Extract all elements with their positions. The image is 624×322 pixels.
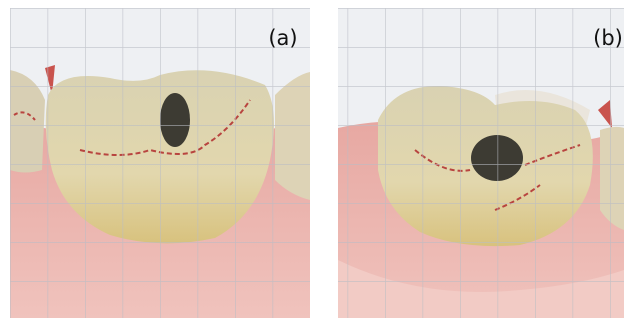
panel-b xyxy=(338,8,624,318)
panel-label: (a) xyxy=(268,26,297,50)
panel-label: (b) xyxy=(593,26,623,50)
panel-a xyxy=(10,8,310,318)
